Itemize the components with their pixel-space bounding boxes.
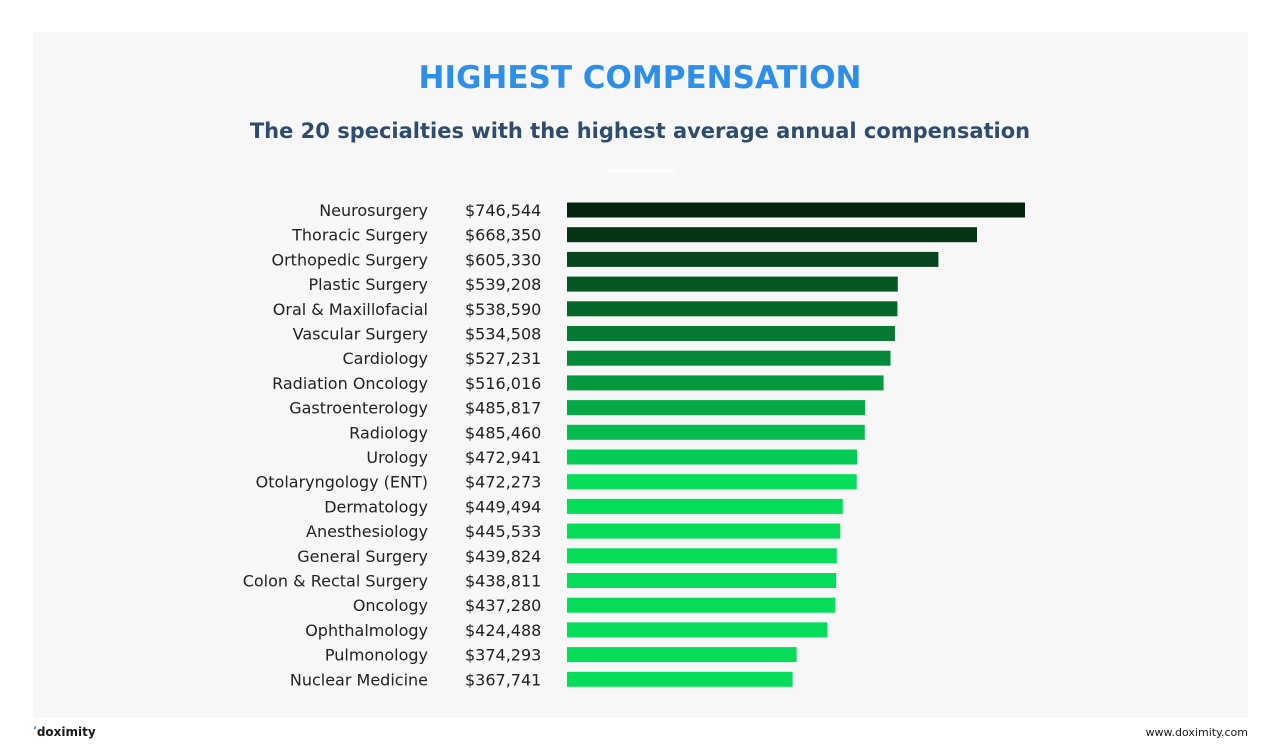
logo-text: doximity [36,725,96,739]
category-label: Neurosurgery [319,201,428,220]
category-label: Radiology [349,423,428,442]
category-label: Cardiology [342,349,428,368]
category-label: Colon & Rectal Surgery [243,572,428,591]
category-label: General Surgery [297,547,428,566]
bar [567,449,858,465]
value-label: $367,741 [465,670,541,689]
chart-title: HIGHEST COMPENSATION [418,60,862,96]
category-label: Ophthalmology [305,621,428,640]
bar [567,424,865,440]
bar [567,375,884,391]
value-label: $438,811 [465,572,541,591]
value-label: $485,817 [465,399,541,418]
bar [567,523,841,539]
category-label: Pulmonology [325,646,428,665]
bar [567,622,828,638]
value-label: $437,280 [465,596,541,615]
doximity-logo: ‘doximity [33,725,96,739]
value-label: $472,273 [465,473,541,492]
value-label: $668,350 [465,226,541,245]
value-label: $539,208 [465,275,541,294]
bar [567,548,837,564]
value-label: $439,824 [465,547,541,566]
bar [567,276,898,292]
category-label: Vascular Surgery [293,325,428,344]
value-label: $538,590 [465,300,541,319]
value-label: $527,231 [465,349,541,368]
category-label: Urology [366,448,428,467]
value-label: $534,508 [465,325,541,344]
bar [567,251,939,267]
category-label: Oncology [353,596,428,615]
footer-url[interactable]: www.doximity.com [1145,726,1248,739]
value-label: $472,941 [465,448,541,467]
bar [567,671,793,687]
bar [567,647,797,663]
bar [567,301,898,317]
bar [567,474,857,490]
category-label: Plastic Surgery [309,275,428,294]
category-label: Orthopedic Surgery [272,250,429,269]
value-label: $449,494 [465,497,541,516]
bar [567,350,891,366]
category-label: Thoracic Surgery [291,226,428,245]
bar [567,573,837,588]
category-label: Gastroenterology [289,399,428,418]
bar [567,202,1025,218]
value-label: $485,460 [465,423,541,442]
category-label: Dermatology [324,497,428,516]
bar [567,498,843,514]
value-label: $424,488 [465,621,541,640]
chart-subtitle: The 20 specialties with the highest aver… [249,119,1031,143]
bar [567,227,977,243]
value-label: $605,330 [465,250,541,269]
category-label: Radiation Oncology [272,374,428,393]
value-label: $445,533 [465,522,541,541]
category-label: Otolaryngology (ENT) [256,473,428,492]
category-label: Oral & Maxillofacial [273,300,428,319]
bar [567,400,865,416]
value-label: $516,016 [465,374,541,393]
value-label: $746,544 [465,201,541,220]
value-label: $374,293 [465,646,541,665]
title-divider [607,170,675,172]
bar [567,326,895,341]
logo-mark-icon: ‘ [33,725,37,736]
category-label: Anesthesiology [306,522,428,541]
category-label: Nuclear Medicine [290,670,428,689]
bar [567,597,836,613]
